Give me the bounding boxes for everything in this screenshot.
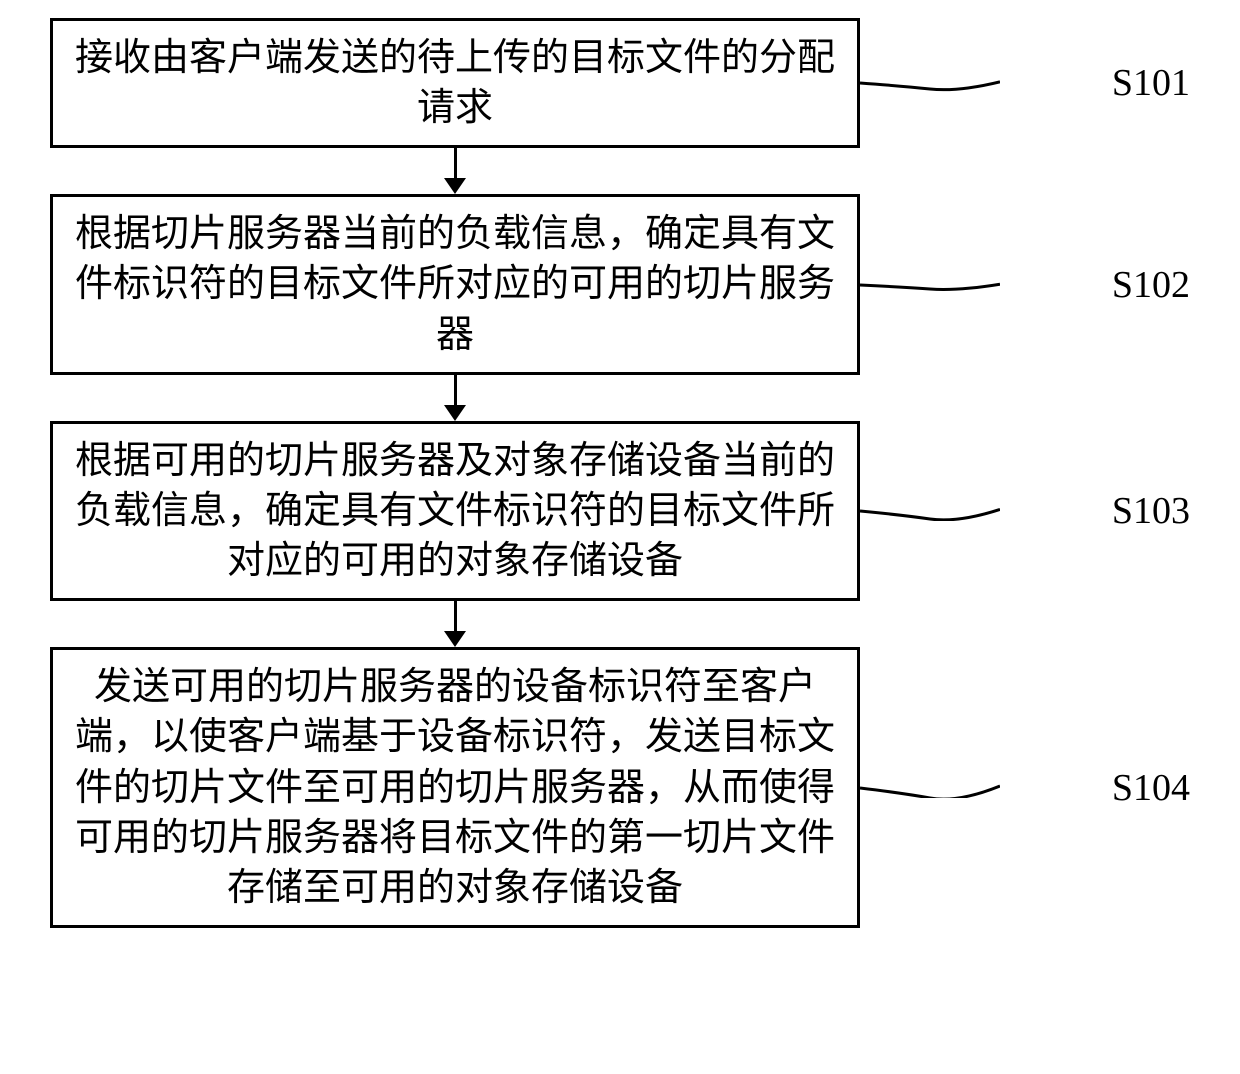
flow-arrow [50,375,860,421]
flow-box-text: 根据切片服务器当前的负载信息，确定具有文件标识符的目标文件所对应的可用的切片服务… [75,209,835,359]
arrow-head-icon [444,178,466,194]
flow-step: 根据切片服务器当前的负载信息，确定具有文件标识符的目标文件所对应的可用的切片服务… [50,194,1190,374]
flow-box-text: 根据可用的切片服务器及对象存储设备当前的负载信息，确定具有文件标识符的目标文件所… [75,436,835,586]
arrow-line [454,375,457,405]
connector-line [860,73,1102,93]
flow-box-text: 接收由客户端发送的待上传的目标文件的分配请求 [75,33,835,133]
flowchart-container: 接收由客户端发送的待上传的目标文件的分配请求 S101 根据切片服务器当前的负载信… [50,18,1190,928]
flow-box-text: 发送可用的切片服务器的设备标识符至客户端，以使客户端基于设备标识符，发送目标文件… [75,662,835,913]
flow-arrow [50,601,860,647]
flow-box: 发送可用的切片服务器的设备标识符至客户端，以使客户端基于设备标识符，发送目标文件… [50,647,860,928]
step-label: S104 [1102,766,1190,810]
connector-line [860,778,1102,798]
flow-box: 根据可用的切片服务器及对象存储设备当前的负载信息，确定具有文件标识符的目标文件所… [50,421,860,601]
arrow-head-icon [444,631,466,647]
step-label: S102 [1102,263,1190,307]
flow-box: 根据切片服务器当前的负载信息，确定具有文件标识符的目标文件所对应的可用的切片服务… [50,194,860,374]
arrow-line [454,148,457,178]
connector-line [860,501,1102,521]
flow-step: 接收由客户端发送的待上传的目标文件的分配请求 S101 [50,18,1190,148]
arrow-line [454,601,457,631]
flow-step: 发送可用的切片服务器的设备标识符至客户端，以使客户端基于设备标识符，发送目标文件… [50,647,1190,928]
flow-step: 根据可用的切片服务器及对象存储设备当前的负载信息，确定具有文件标识符的目标文件所… [50,421,1190,601]
flow-arrow [50,148,860,194]
step-label: S101 [1102,61,1190,105]
step-label: S103 [1102,489,1190,533]
flow-box: 接收由客户端发送的待上传的目标文件的分配请求 [50,18,860,148]
connector-line [860,275,1102,295]
arrow-head-icon [444,405,466,421]
